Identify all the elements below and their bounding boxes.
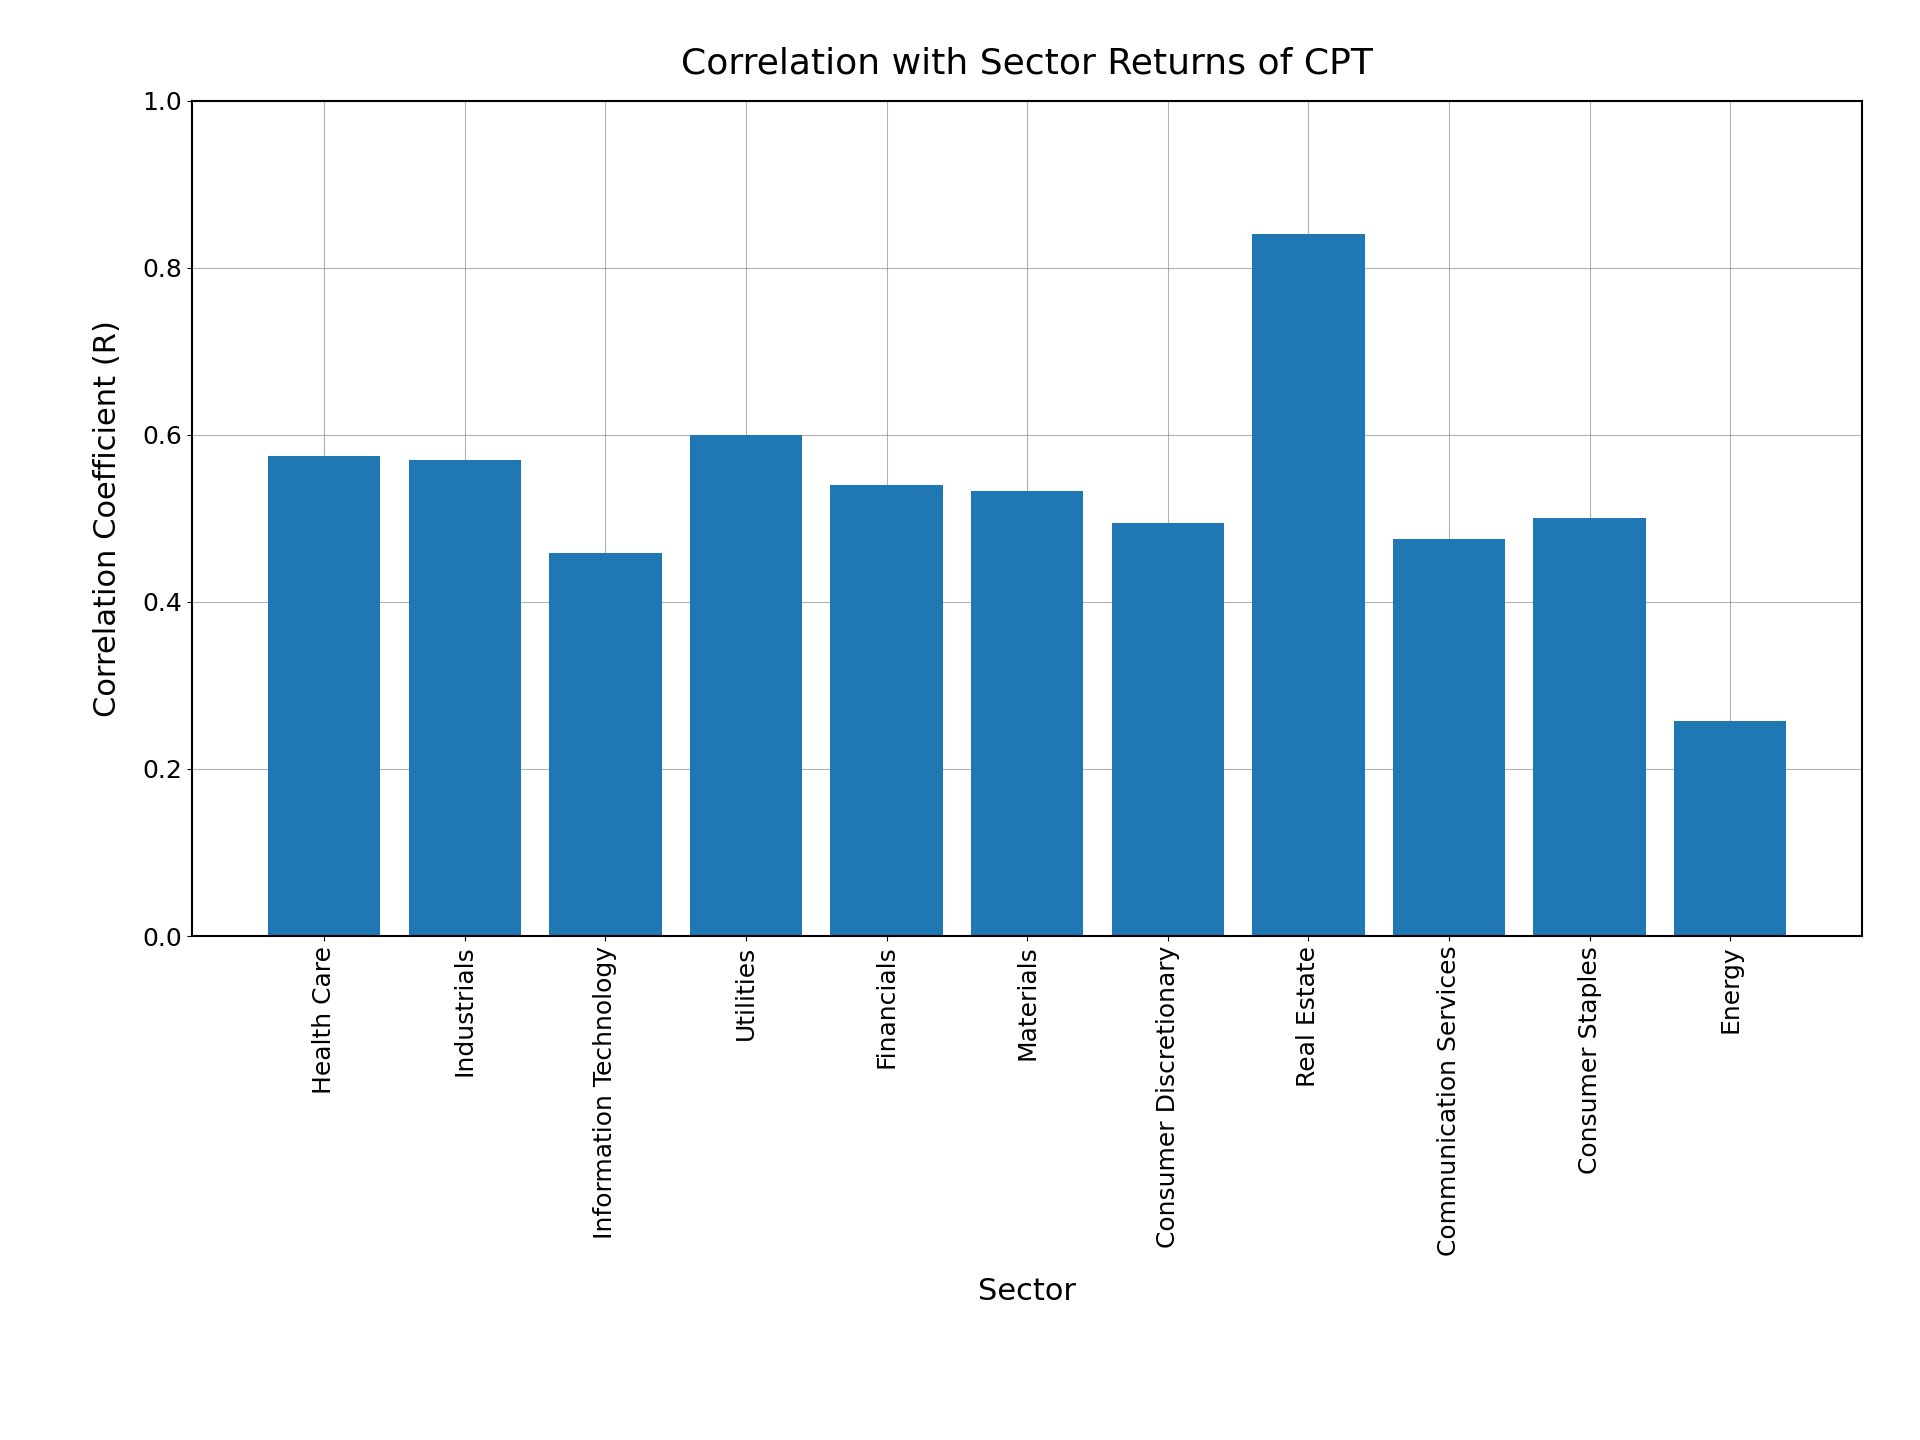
- Bar: [1252, 235, 1365, 936]
- Bar: [409, 459, 520, 936]
- Bar: [972, 491, 1083, 936]
- Bar: [1392, 539, 1505, 936]
- Bar: [1112, 523, 1225, 936]
- Bar: [1534, 518, 1645, 936]
- Y-axis label: Correlation Coefficient (R): Correlation Coefficient (R): [92, 320, 121, 717]
- Bar: [549, 553, 662, 936]
- Bar: [689, 435, 803, 936]
- Bar: [1674, 720, 1786, 936]
- Title: Correlation with Sector Returns of CPT: Correlation with Sector Returns of CPT: [682, 46, 1373, 81]
- X-axis label: Sector: Sector: [977, 1277, 1077, 1306]
- Bar: [269, 455, 380, 936]
- Bar: [829, 485, 943, 936]
